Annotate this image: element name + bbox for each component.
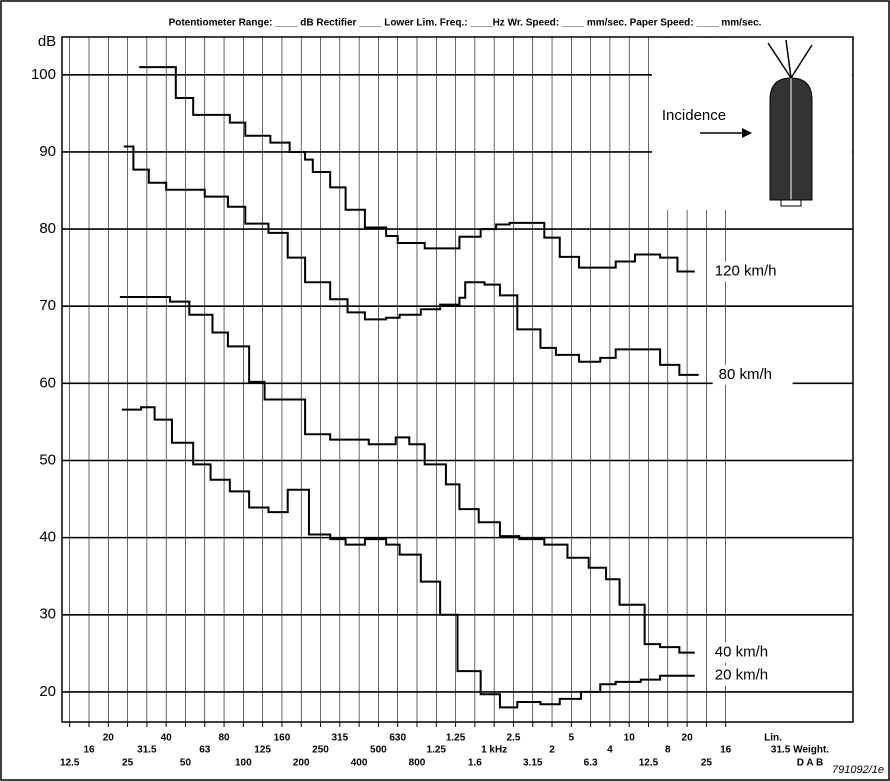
series-label: 20 km/h: [715, 667, 768, 684]
x-tick-label: 1.6: [468, 758, 482, 769]
x-tick-label: 3.15: [523, 758, 543, 769]
x-tick-label: 10: [624, 733, 636, 744]
x-tick-label: 8: [665, 745, 671, 756]
grid: [62, 37, 853, 727]
header: Potentiometer Range: ____ dB Rectifier _…: [169, 18, 762, 29]
series-label: 120 km/h: [715, 262, 777, 279]
x-tick-label: 6.3: [584, 758, 598, 769]
y-tick-label: 90: [39, 143, 56, 160]
figure-code: 791092/1e: [832, 764, 884, 776]
x-tick-label: 200: [293, 758, 310, 769]
inset-background: [652, 38, 852, 210]
y-tick-label: 40: [39, 529, 56, 546]
y-tick-label: 100: [31, 66, 56, 83]
x-tick-label: 20: [682, 733, 694, 744]
x-tick-label: 16: [83, 745, 95, 756]
curves: [119, 66, 699, 709]
x-tick-label: 12.5: [639, 758, 659, 769]
x-tick-label: 400: [351, 758, 368, 769]
weighting-label: D A B: [797, 758, 823, 769]
labels: 203040506070809010012.516202531.54050638…: [31, 66, 793, 769]
y-tick-label: 70: [39, 297, 56, 314]
x-tick-label: 160: [274, 733, 291, 744]
series-label-background: [708, 261, 789, 282]
x-tick-label: 31.5: [137, 745, 157, 756]
y-tick-label: 20: [39, 683, 56, 700]
inset-label: Incidence: [662, 107, 726, 124]
x-tick-label: 100: [235, 758, 252, 769]
inset: Incidence: [652, 38, 852, 210]
x-tick-label: 63: [199, 745, 211, 756]
x-tick-label: 50: [180, 758, 192, 769]
x-tick-label: 2: [549, 745, 555, 756]
series-label-background: [708, 642, 789, 663]
series-label-background: [708, 665, 789, 686]
weighting-label: Lin.: [764, 733, 782, 744]
y-axis-label: dB: [38, 33, 56, 50]
x-tick-label: 250: [312, 745, 329, 756]
x-tick-label: 25: [122, 758, 134, 769]
x-tick-label: 40: [161, 733, 173, 744]
microphone-wires: [767, 39, 813, 79]
x-tick-label: 80: [218, 733, 230, 744]
plot-frame: [61, 36, 854, 723]
step-line: [119, 295, 695, 654]
x-tick-label: 1 kHz: [481, 745, 507, 756]
x-tick-label: 125: [254, 745, 271, 756]
x-tick-label: 25: [701, 758, 713, 769]
y-tick-label: 50: [39, 451, 56, 468]
series-label: 40 km/h: [715, 644, 768, 661]
x-tick-label: 1.25: [446, 733, 466, 744]
x-tick-label: 630: [389, 733, 406, 744]
x-tick-label: 500: [370, 745, 387, 756]
x-tick-label: 20: [103, 733, 115, 744]
arrow-head: [742, 128, 752, 138]
step-line: [121, 406, 695, 709]
x-tick-label: 4: [607, 745, 613, 756]
x-tick-label: 16: [720, 745, 732, 756]
x-tick-label: 5: [569, 733, 575, 744]
step-line: [123, 145, 699, 376]
x-tick-label: 12.5: [60, 758, 80, 769]
x-tick-label: 2.5: [506, 733, 520, 744]
x-tick-label: 1.25: [427, 745, 447, 756]
x-tick-label: 800: [409, 758, 426, 769]
y-tick-label: 30: [39, 606, 56, 623]
microphone-base: [780, 199, 802, 207]
x-tick-label: 315: [331, 733, 348, 744]
y-tick-label: 60: [39, 374, 56, 391]
weighting-label: 31.5 Weight.: [771, 745, 829, 756]
series-label-background: [712, 364, 793, 385]
y-tick-label: 80: [39, 220, 56, 237]
series-label: 80 km/h: [719, 366, 772, 383]
step-line: [139, 66, 695, 273]
